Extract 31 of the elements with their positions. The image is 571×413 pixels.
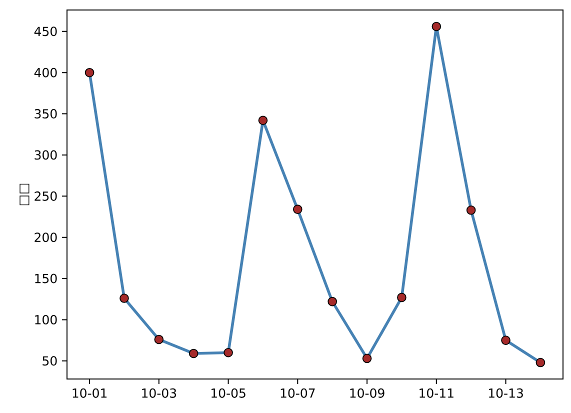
y-tick-label: 250 xyxy=(34,191,57,201)
point xyxy=(258,116,268,126)
point xyxy=(501,336,510,345)
y-tick-label: 350 xyxy=(34,109,57,119)
point xyxy=(224,348,233,358)
point xyxy=(120,294,129,303)
y-tick-label: 200 xyxy=(34,232,57,242)
point xyxy=(362,354,372,364)
point xyxy=(466,206,476,215)
x-tick-label: 10-09 xyxy=(350,388,384,398)
y-tick-label: 400 xyxy=(34,68,57,78)
point xyxy=(188,348,198,358)
y-axis-title: □□ xyxy=(20,184,30,206)
point xyxy=(154,334,164,344)
point xyxy=(84,68,94,78)
x-tick-label: 10-11 xyxy=(420,388,454,398)
point xyxy=(328,296,337,306)
y-tick-label: 50 xyxy=(42,356,57,366)
point xyxy=(397,292,406,302)
point xyxy=(536,358,546,368)
x-tick-label: 10-01 xyxy=(72,388,107,398)
y-tick-label: 100 xyxy=(35,314,57,324)
x-tick-label: 10-05 xyxy=(212,388,246,398)
point xyxy=(432,22,442,32)
point xyxy=(293,204,302,214)
x-tick-label: 10-03 xyxy=(142,388,176,398)
x-tick-label: 10-07 xyxy=(280,388,315,398)
y-tick-label: 150 xyxy=(35,274,57,284)
y-tick-label: 450 xyxy=(34,26,57,36)
y-tick-label: 300 xyxy=(34,150,57,160)
x-tick-label: 10-13 xyxy=(488,388,523,398)
